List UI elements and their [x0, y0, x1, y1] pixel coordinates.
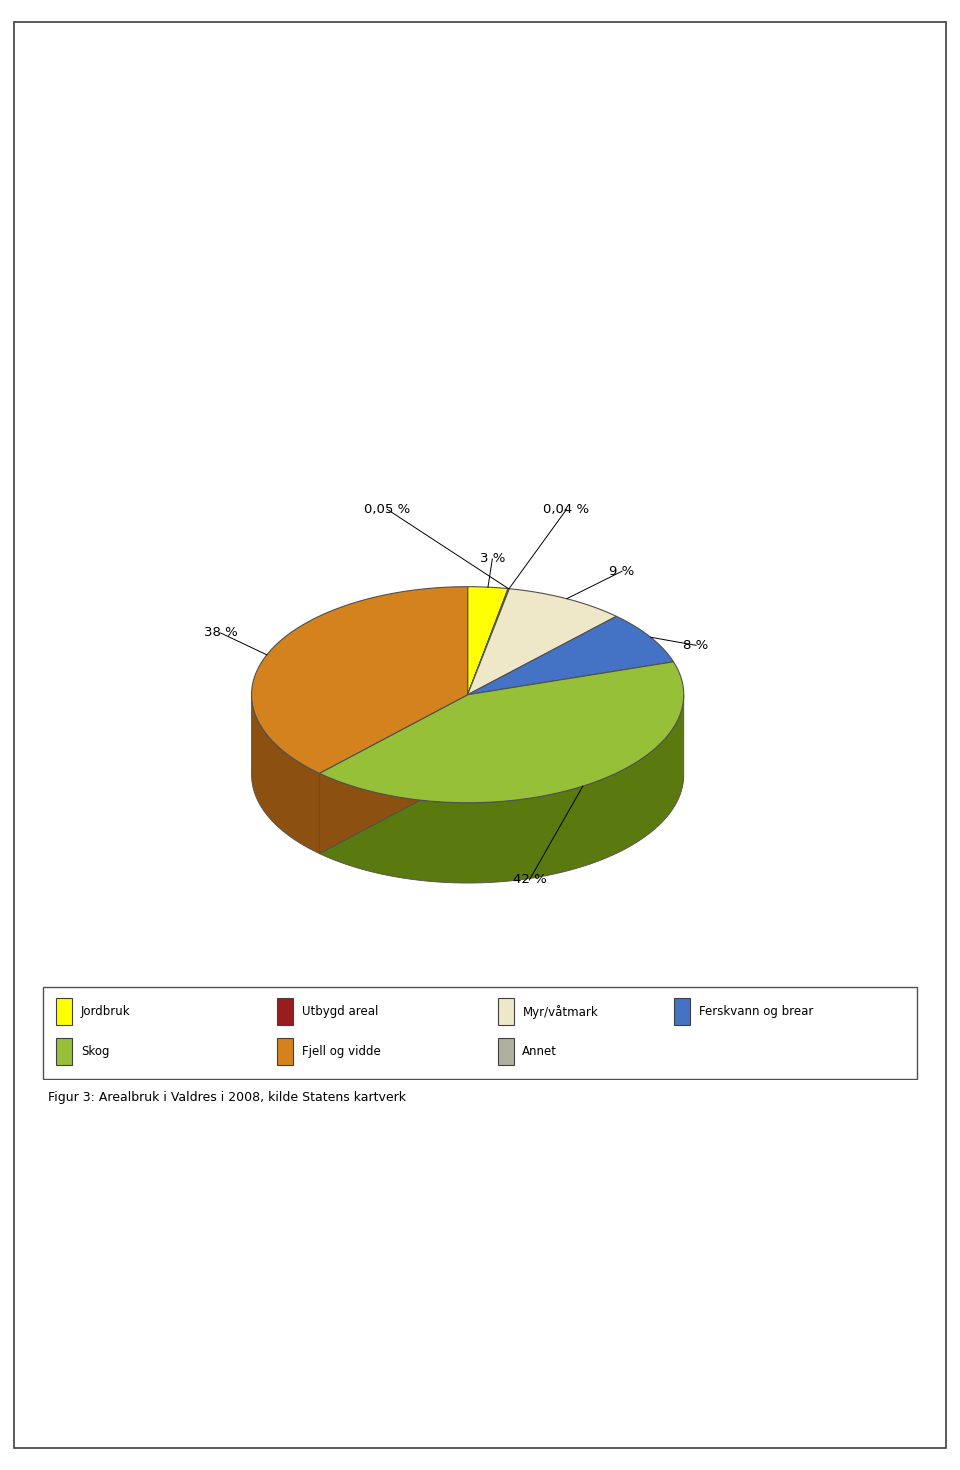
- Polygon shape: [320, 695, 684, 883]
- Text: 3 %: 3 %: [480, 553, 505, 566]
- Bar: [497, 998, 514, 1025]
- Bar: [56, 998, 72, 1025]
- Text: 9 %: 9 %: [610, 564, 635, 578]
- Text: Myr/våtmark: Myr/våtmark: [522, 1004, 598, 1019]
- Text: 8 %: 8 %: [684, 639, 708, 651]
- Polygon shape: [320, 695, 468, 854]
- Polygon shape: [252, 695, 320, 854]
- Text: Ferskvann og brear: Ferskvann og brear: [699, 1005, 813, 1019]
- Polygon shape: [252, 587, 468, 773]
- Text: 0,04 %: 0,04 %: [543, 503, 589, 516]
- FancyBboxPatch shape: [43, 986, 917, 1079]
- Bar: [276, 1038, 293, 1066]
- Text: 0,05 %: 0,05 %: [364, 503, 411, 516]
- Polygon shape: [468, 588, 509, 695]
- Text: 42 %: 42 %: [513, 873, 546, 886]
- Text: Utbygd areal: Utbygd areal: [301, 1005, 378, 1019]
- Text: Annet: Annet: [522, 1045, 558, 1058]
- Text: 38 %: 38 %: [204, 626, 237, 639]
- Text: Figur 3: Arealbruk i Valdres i 2008, kilde Statens kartverk: Figur 3: Arealbruk i Valdres i 2008, kil…: [48, 1091, 406, 1104]
- Text: Skog: Skog: [81, 1045, 109, 1058]
- Text: Jordbruk: Jordbruk: [81, 1005, 131, 1019]
- Polygon shape: [468, 616, 674, 695]
- Text: Fjell og vidde: Fjell og vidde: [301, 1045, 380, 1058]
- Bar: [674, 998, 690, 1025]
- Bar: [497, 1038, 514, 1066]
- Bar: [56, 1038, 72, 1066]
- Polygon shape: [468, 588, 510, 695]
- Polygon shape: [468, 587, 508, 695]
- Bar: [276, 998, 293, 1025]
- Polygon shape: [320, 695, 468, 854]
- Polygon shape: [320, 662, 684, 803]
- Polygon shape: [468, 588, 616, 695]
